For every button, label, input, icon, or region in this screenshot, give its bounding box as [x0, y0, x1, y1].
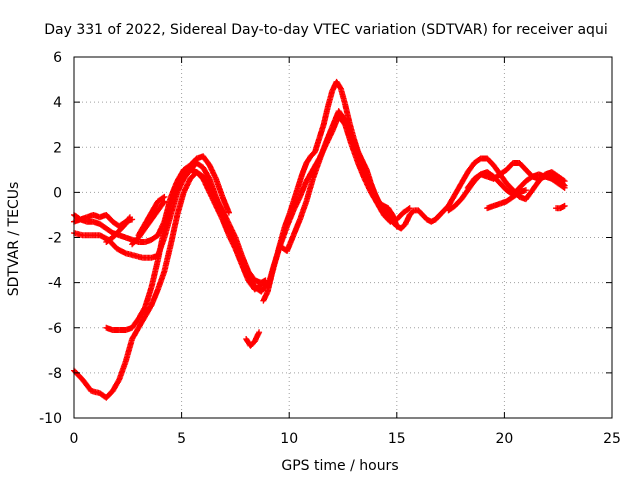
grid-lines — [74, 57, 612, 418]
data-points — [71, 78, 568, 401]
y-tick-label: 4 — [53, 95, 62, 111]
series-marker-trail — [465, 160, 567, 190]
x-axis-ticks: 0 5 10 15 20 25 — [70, 57, 621, 447]
y-tick-label: 0 — [53, 185, 62, 201]
y-axis-title: SDTVAR / TECUs — [6, 182, 22, 297]
y-tick-label: -2 — [48, 231, 62, 247]
series-arc-11 — [264, 112, 413, 291]
y-axis-ticks: -10 -8 -6 -4 -2 0 2 4 6 — [39, 50, 612, 427]
series-arc-8 — [135, 193, 168, 239]
series-arc-9 — [243, 329, 263, 349]
y-tick-label: -10 — [39, 411, 62, 427]
series-arc-10 — [260, 78, 443, 304]
series-marker-trail — [243, 330, 262, 348]
x-tick-label: 0 — [70, 431, 79, 447]
x-tick-label: 20 — [495, 431, 513, 447]
series-marker-trail — [72, 153, 232, 245]
series-arc-15 — [464, 160, 568, 191]
series-arc-6 — [103, 214, 133, 246]
series-marker-trail — [278, 109, 399, 254]
x-tick-label: 25 — [603, 431, 621, 447]
y-tick-label: 6 — [53, 50, 62, 66]
series-marker-trail — [433, 155, 567, 222]
x-axis-title: GPS time / hours — [281, 458, 398, 474]
series-arc-4 — [71, 153, 232, 246]
series-marker-trail — [261, 79, 442, 303]
y-tick-label: 2 — [53, 140, 62, 156]
series-marker-trail — [72, 160, 270, 294]
series-marker-trail — [104, 215, 133, 245]
x-tick-label: 5 — [177, 431, 186, 447]
y-tick-label: -8 — [48, 366, 62, 382]
series-arc-3 — [71, 160, 271, 295]
series-marker-trail — [554, 203, 567, 212]
x-tick-label: 15 — [388, 431, 406, 447]
y-tick-label: -4 — [48, 276, 62, 292]
chart-title: Day 331 of 2022, Sidereal Day-to-day VTE… — [44, 22, 607, 38]
series-arc-17 — [553, 202, 568, 212]
series-marker-trail — [485, 187, 528, 211]
series-arc-13 — [432, 155, 568, 223]
series-marker-trail — [136, 194, 167, 237]
series-arc-12 — [277, 108, 400, 255]
y-tick-label: -6 — [48, 321, 62, 337]
x-tick-label: 10 — [280, 431, 298, 447]
series-marker-trail — [265, 113, 412, 289]
series-arc-16 — [484, 187, 529, 212]
